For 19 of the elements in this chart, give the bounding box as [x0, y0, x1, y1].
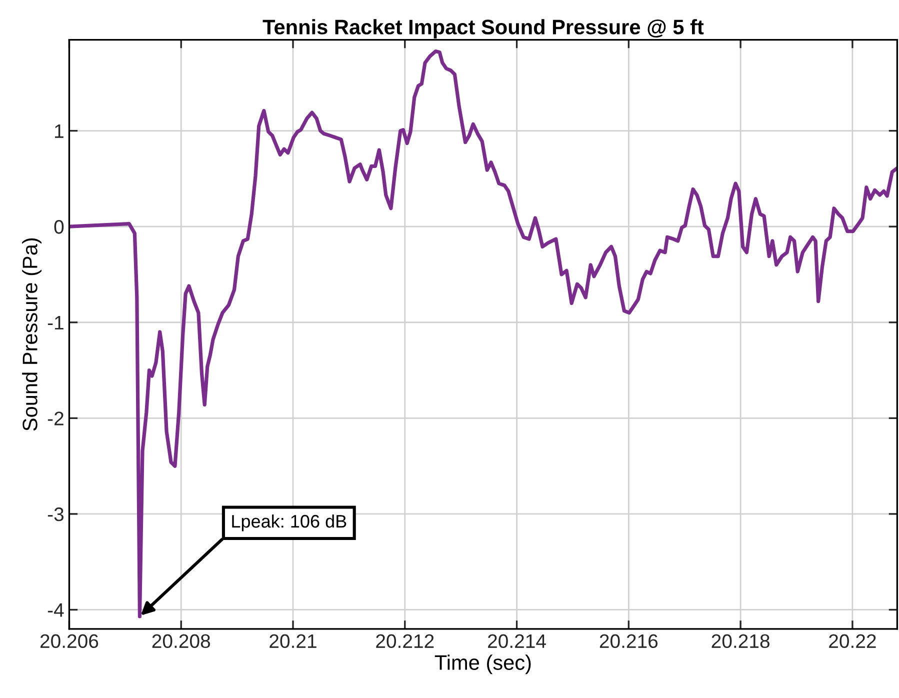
x-tick-label: 20.21	[270, 634, 316, 648]
y-tick-label: -3	[48, 507, 64, 522]
x-tick-label: 20.214	[488, 634, 546, 648]
x-tick-label: 20.218	[712, 634, 770, 648]
y-tick-label: 0	[54, 220, 64, 234]
annotation: Lpeak: 106 dB	[232, 514, 346, 532]
y-axis-title: Sound Pressure (Pa)	[22, 238, 42, 431]
y-tick-label: -1	[48, 316, 64, 330]
x-tick-label: 20.212	[376, 634, 434, 648]
x-tick-label: 20.216	[600, 634, 658, 648]
x-tick-label: 20.22	[829, 634, 876, 648]
x-tick-label: 20.206	[40, 634, 98, 648]
y-tick-label: -4	[48, 603, 64, 617]
y-tick-label: 1	[55, 124, 64, 138]
chart-title: Tennis Racket Impact Sound Pressure @ 5 ft	[262, 19, 704, 39]
line-series	[69, 49, 898, 618]
y-tick-label: -2	[48, 412, 64, 426]
x-tick-label: 20.208	[152, 634, 210, 648]
x-axis-title: Time (sec)	[434, 654, 531, 674]
